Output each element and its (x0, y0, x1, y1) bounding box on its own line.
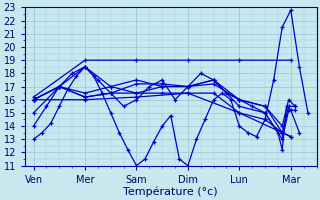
X-axis label: Température (°c): Température (°c) (124, 186, 218, 197)
